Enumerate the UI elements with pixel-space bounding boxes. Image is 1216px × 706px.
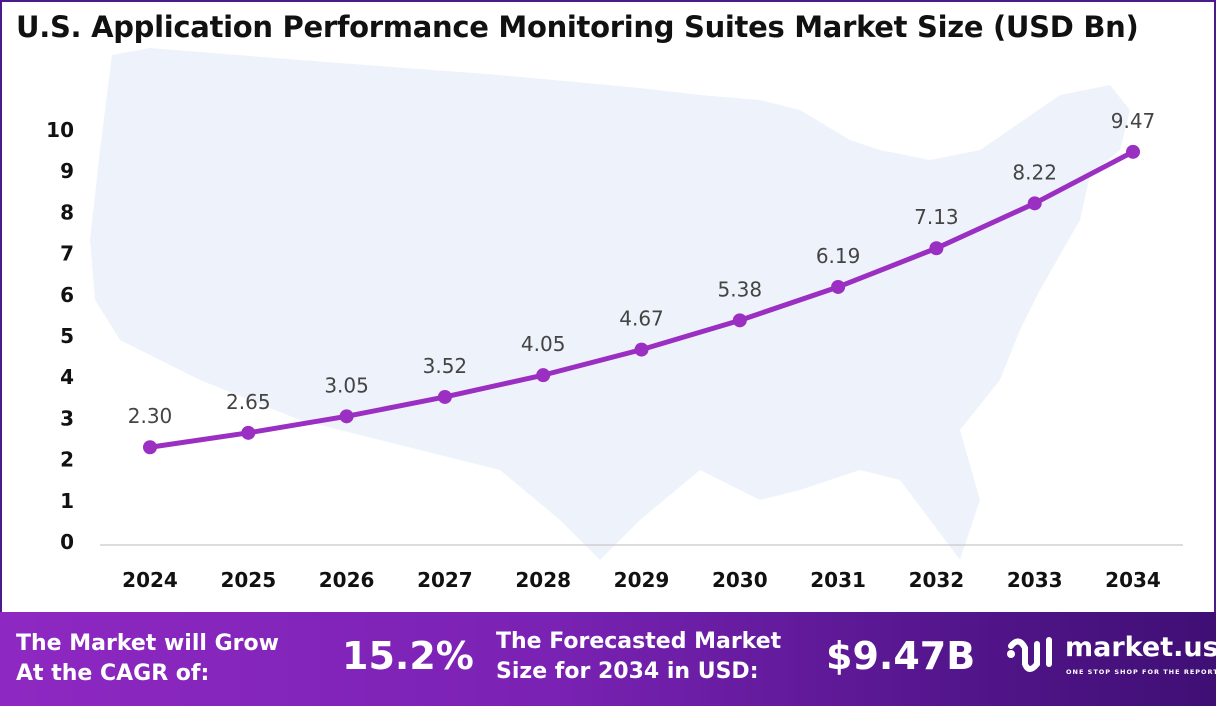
- data-point: [1027, 196, 1042, 211]
- x-tick-label: 2032: [909, 568, 965, 592]
- data-label: 6.19: [816, 244, 861, 268]
- x-tick-label: 2029: [614, 568, 670, 592]
- data-label: 3.52: [423, 354, 468, 378]
- data-label: 4.67: [619, 307, 664, 331]
- data-point: [339, 409, 354, 424]
- forecast-value: $9.47B: [826, 634, 976, 678]
- forecast-label-line2: Size for 2034 in USD:: [496, 659, 759, 684]
- cagr-label-line1: The Market will Grow: [16, 631, 279, 656]
- us-map-background: [90, 48, 1130, 560]
- x-tick-label: 2025: [220, 568, 276, 592]
- data-point: [1126, 144, 1140, 159]
- forecast-label: The Forecasted Market Size for 2034 in U…: [496, 627, 781, 687]
- forecast-label-line1: The Forecasted Market: [496, 629, 782, 654]
- logo-tagline: ONE STOP SHOP FOR THE REPORTS: [1066, 668, 1216, 676]
- data-point: [634, 342, 649, 357]
- data-label: 3.05: [324, 373, 369, 397]
- x-tick-label: 2027: [417, 568, 473, 592]
- data-point: [536, 368, 551, 383]
- data-point: [831, 279, 846, 294]
- data-point: [732, 313, 747, 328]
- y-tick-label: 6: [60, 283, 74, 307]
- logo-name: market.us: [1065, 632, 1216, 663]
- y-tick-label: 0: [60, 530, 74, 554]
- data-label: 2.30: [128, 404, 173, 428]
- data-label: 5.38: [718, 277, 763, 301]
- data-label: 9.47: [1111, 109, 1156, 133]
- data-point: [929, 241, 944, 256]
- y-tick-label: 4: [60, 365, 74, 389]
- market-us-logo: market.us ONE STOP SHOP FOR THE REPORTS: [1005, 632, 1216, 678]
- y-tick-label: 2: [60, 448, 74, 472]
- market-us-logo-icon: [1007, 637, 1052, 672]
- y-tick-label: 1: [60, 489, 74, 513]
- data-point: [143, 440, 157, 455]
- y-tick-label: 8: [60, 200, 74, 224]
- line-chart: 0 1 2 3 4 5 6 7 8 9 10 2024 2025 2026 2027 2028 2029 203…: [46, 48, 1183, 592]
- y-tick-label: 10: [46, 118, 74, 142]
- chart-title: U.S. Application Performance Monitoring …: [16, 10, 1139, 44]
- y-tick-label: 3: [60, 406, 74, 430]
- x-tick-label: 2024: [122, 568, 178, 592]
- cagr-label-line2: At the CAGR of:: [16, 661, 210, 686]
- cagr-label: The Market will Grow At the CAGR of:: [16, 629, 279, 689]
- data-label: 7.13: [914, 205, 959, 229]
- x-tick-label: 2031: [810, 568, 866, 592]
- data-label: 4.05: [521, 332, 566, 356]
- x-tick-label: 2034: [1105, 568, 1161, 592]
- y-tick-label: 5: [60, 324, 74, 348]
- x-tick-label: 2030: [712, 568, 768, 592]
- data-point: [437, 389, 452, 404]
- data-point: [241, 425, 256, 440]
- y-tick-label: 7: [60, 242, 74, 266]
- y-tick-label: 9: [60, 159, 74, 183]
- x-tick-label: 2026: [319, 568, 375, 592]
- footer-banner: The Market will Grow At the CAGR of: 15.…: [0, 612, 1216, 706]
- x-tick-label: 2028: [515, 568, 571, 592]
- x-tick-label: 2033: [1007, 568, 1063, 592]
- data-label: 2.65: [226, 390, 271, 414]
- cagr-value: 15.2%: [342, 634, 474, 678]
- data-label: 8.22: [1012, 160, 1057, 184]
